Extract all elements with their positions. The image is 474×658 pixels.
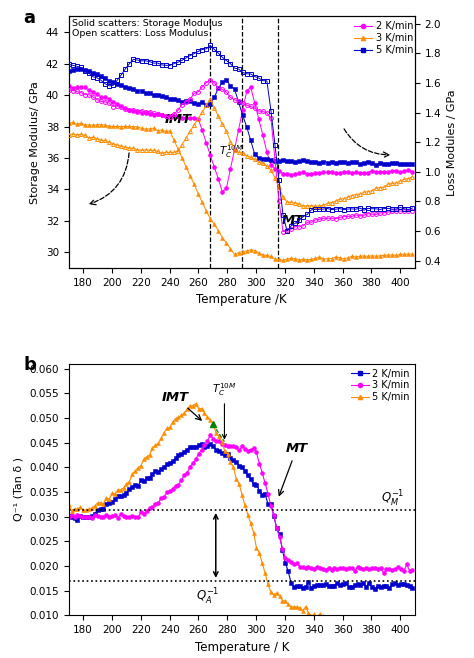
Text: Solid scatters: Storage Modulus
Open scatters: Loss Modulus: Solid scatters: Storage Modulus Open sca… xyxy=(72,19,223,38)
Text: $Q_A^{-1}$: $Q_A^{-1}$ xyxy=(196,587,219,607)
Text: $Q_M^{-1}$: $Q_M^{-1}$ xyxy=(381,489,405,509)
Y-axis label: Q⁻¹ (Tan δ ): Q⁻¹ (Tan δ ) xyxy=(14,457,24,521)
Text: IMT: IMT xyxy=(162,391,201,420)
Text: MT: MT xyxy=(279,442,308,495)
X-axis label: Temperature / K: Temperature / K xyxy=(194,640,289,653)
Legend: 2 K/min, 3 K/min, 5 K/min: 2 K/min, 3 K/min, 5 K/min xyxy=(355,21,413,55)
X-axis label: Temperature /K: Temperature /K xyxy=(196,293,287,307)
Text: a: a xyxy=(24,9,36,27)
Text: $T_C^{10M}$: $T_C^{10M}$ xyxy=(212,382,237,438)
Legend: 2 K/min, 3 K/min, 5 K/min: 2 K/min, 3 K/min, 5 K/min xyxy=(351,368,410,403)
Text: b: b xyxy=(24,356,36,374)
Text: IMT: IMT xyxy=(165,113,192,126)
Text: MT: MT xyxy=(282,214,304,227)
Y-axis label: Storage Modulus/ GPa: Storage Modulus/ GPa xyxy=(30,81,40,204)
Text: $T_C^{10M}$: $T_C^{10M}$ xyxy=(219,143,244,160)
Y-axis label: Loss Modules / GPa: Loss Modules / GPa xyxy=(447,89,456,195)
